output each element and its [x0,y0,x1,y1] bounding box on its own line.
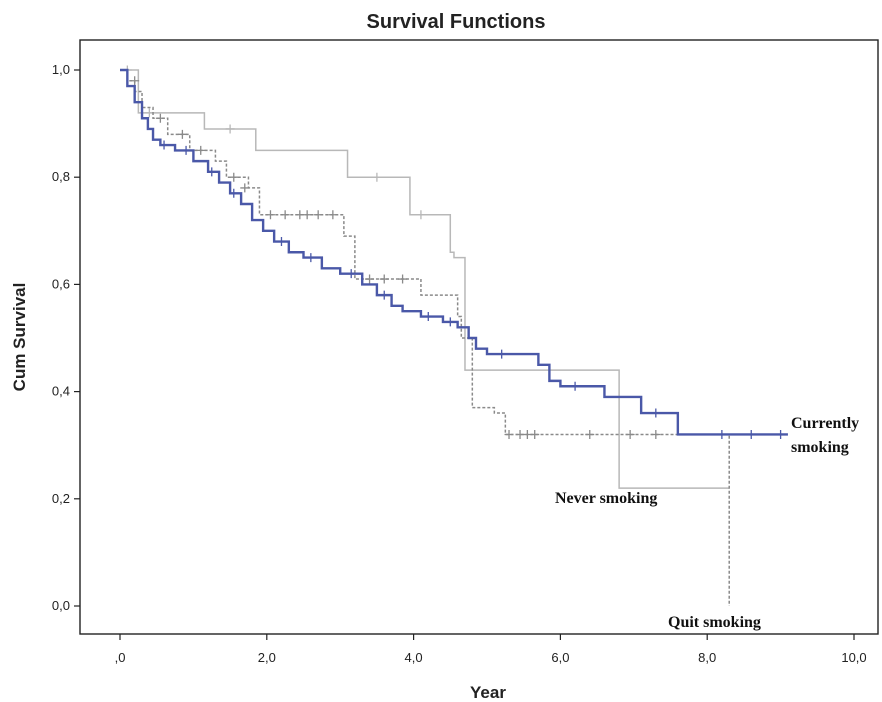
censor-mark-quit [229,172,239,182]
censor-mark-currently [346,269,356,279]
series-line-quit [120,69,730,606]
censor-mark-currently [570,381,580,391]
x-tick-label: 4,0 [405,650,423,665]
censor-mark-quit [365,274,375,284]
y-tick-label: 0,8 [52,169,70,184]
censor-mark-currently [717,429,727,439]
censor-mark-quit [196,145,206,155]
censor-mark-never [372,172,382,182]
censor-mark-quit [530,429,540,439]
censor-mark-quit [504,429,514,439]
censor-mark-quit [328,210,338,220]
censor-mark-currently [207,167,217,177]
censor-mark-quit [240,183,250,193]
censor-mark-quit [651,429,661,439]
chart-title: Survival Functions [367,11,546,33]
censor-mark-currently [229,188,239,198]
censor-mark-quit [265,210,275,220]
censor-mark-quit [585,429,595,439]
censor-mark-never [225,124,235,134]
y-tick-label: 0,4 [52,384,70,399]
censor-mark-currently [379,290,389,300]
annotation-currently-line1: Currently [791,415,859,432]
censor-mark-never [416,210,426,220]
x-tick-label: 2,0 [258,650,276,665]
censor-mark-currently [276,237,286,247]
censor-mark-currently [651,408,661,418]
x-axis-label: Year [470,683,506,702]
censor-mark-quit [625,429,635,439]
y-tick-label: 1,0 [52,62,70,77]
censor-mark-currently [306,253,316,263]
censor-mark-quit [280,210,290,220]
series-layer [120,65,788,606]
censor-mark-currently [746,429,756,439]
censor-mark-currently [445,317,455,327]
censor-mark-quit [177,129,187,139]
censor-mark-quit [398,274,408,284]
axes-layer: ,0 2,0 4,0 6,0 8,0 10,0 0,0 0,2 0,4 0,6 0,8 1,0 [52,62,867,665]
x-tick-label: 8,0 [698,650,716,665]
censor-mark-currently [776,429,786,439]
y-tick-label: 0,2 [52,491,70,506]
censor-mark-currently [159,140,169,150]
censor-mark-quit [313,210,323,220]
annotation-currently-line2: smoking [791,439,849,456]
annotation-quit: Quit smoking [668,614,761,631]
series-line-never [120,69,730,489]
y-axis-label: Cum Survival [10,283,29,392]
y-tick-label: 0,0 [52,598,70,613]
censor-mark-currently [181,145,191,155]
censor-mark-quit [379,274,389,284]
y-tick-label: 0,6 [52,276,70,291]
x-tick-label: 10,0 [841,650,866,665]
censor-mark-currently [423,312,433,322]
annotation-never: Never smoking [555,490,657,507]
plot-frame [79,39,879,635]
censor-mark-quit [302,210,312,220]
x-tick-label: 6,0 [551,650,569,665]
censor-mark-currently [497,349,507,359]
x-tick-label: ,0 [115,650,126,665]
censor-mark-quit [130,76,140,86]
censor-mark-quit [155,113,165,123]
